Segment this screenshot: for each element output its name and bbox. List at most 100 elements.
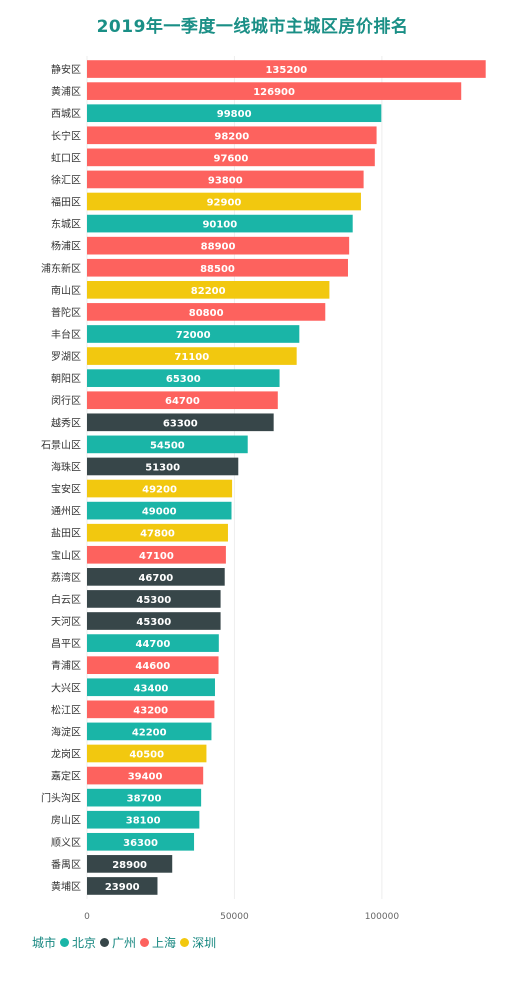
bar	[87, 82, 462, 100]
category-label: 番禺区	[51, 859, 81, 871]
bar	[87, 214, 353, 233]
bar-value-label: 93800	[208, 175, 243, 186]
bar-value-label: 43200	[133, 705, 168, 716]
bar	[87, 678, 215, 697]
bar-value-label: 97600	[214, 153, 249, 164]
category-label: 嘉定区	[51, 770, 81, 783]
category-label: 盐田区	[51, 527, 81, 540]
category-label: 福田区	[51, 196, 81, 209]
bar-value-label: 65300	[166, 374, 201, 385]
bar-value-label: 72000	[176, 330, 211, 341]
legend-item: 广州	[100, 934, 136, 951]
category-label: 房山区	[51, 814, 81, 827]
bar-value-label: 49000	[142, 507, 177, 518]
legend-label: 广州	[112, 936, 137, 950]
category-label: 罗湖区	[51, 351, 81, 363]
legend-item: 上海	[140, 934, 176, 951]
bar	[87, 170, 364, 189]
x-axis-ticks: 0 50000 100000	[84, 912, 399, 922]
bar-value-label: 135200	[265, 65, 307, 76]
bar-value-label: 42200	[132, 727, 167, 738]
bar	[87, 391, 278, 410]
bar	[87, 590, 221, 608]
bar	[87, 369, 280, 387]
bar-value-label: 90100	[202, 220, 237, 231]
bar	[87, 788, 202, 807]
legend-dot-icon	[140, 938, 150, 947]
category-label: 龙岗区	[51, 747, 81, 760]
category-label: 杨浦区	[51, 240, 81, 253]
bar	[87, 236, 350, 255]
category-label: 荔湾区	[51, 571, 81, 584]
category-label: 黄浦区	[51, 85, 81, 98]
bar-value-label: 38700	[127, 794, 162, 805]
legend-label: 北京	[72, 936, 97, 950]
bar-value-label: 88900	[201, 242, 236, 253]
bar-value-label: 36300	[123, 838, 158, 849]
bar-value-label: 99800	[217, 109, 252, 120]
category-label: 虹口区	[51, 152, 81, 164]
legend-dot-icon	[180, 938, 190, 947]
category-label: 长宁区	[51, 129, 81, 142]
bar-value-label: 63300	[163, 418, 198, 429]
bar-value-label: 47100	[139, 551, 174, 562]
bar	[87, 325, 300, 343]
category-label: 顺义区	[51, 837, 81, 849]
category-label: 浦东新区	[41, 262, 81, 275]
category-label: 静安区	[51, 63, 81, 76]
category-label: 黄埔区	[51, 880, 81, 893]
bar	[87, 303, 326, 321]
bar-value-label: 51300	[145, 462, 180, 473]
bar	[87, 700, 215, 719]
bar	[87, 855, 173, 873]
bar-value-label: 44700	[136, 639, 171, 650]
bar-value-label: 126900	[253, 87, 295, 98]
bar-value-label: 98200	[214, 131, 249, 142]
bar-value-label: 43400	[134, 683, 169, 694]
category-label: 昌平区	[51, 638, 81, 650]
legend-label: 上海	[152, 936, 177, 950]
bar	[87, 457, 239, 476]
bar	[87, 258, 348, 277]
bar	[87, 832, 195, 851]
bar	[87, 435, 248, 454]
legend-title: 城市	[32, 936, 57, 950]
bar	[87, 347, 297, 365]
legend-item: 北京	[60, 934, 96, 951]
bar	[87, 126, 377, 145]
bar	[87, 810, 200, 829]
category-label: 宝山区	[51, 549, 81, 562]
category-label: 青浦区	[51, 659, 81, 672]
legend: 城市 北京 广州 上海 深圳	[32, 934, 216, 951]
category-label: 白云区	[51, 593, 81, 606]
category-label: 南山区	[51, 284, 81, 297]
bar-value-label: 40500	[129, 749, 164, 760]
category-label: 朝阳区	[51, 373, 81, 385]
bar-value-label: 46700	[138, 573, 173, 584]
legend-dot-icon	[60, 938, 70, 947]
category-label: 宝安区	[51, 483, 81, 496]
bar	[87, 413, 274, 432]
bar-value-label: 45300	[136, 595, 171, 606]
bar	[87, 766, 204, 785]
category-label: 丰台区	[51, 328, 81, 341]
bar	[87, 60, 486, 78]
legend-label: 深圳	[192, 936, 217, 950]
category-label: 海珠区	[51, 460, 81, 473]
bar-value-label: 49200	[142, 485, 177, 496]
bar	[87, 148, 375, 167]
bar	[87, 280, 330, 299]
bar	[87, 656, 219, 675]
category-label: 天河区	[51, 616, 81, 628]
bar	[87, 877, 158, 895]
bar-value-label: 71100	[174, 352, 209, 363]
bar-value-label: 82200	[191, 286, 226, 297]
category-label: 松江区	[51, 703, 81, 716]
bar	[87, 634, 219, 652]
category-label: 徐汇区	[51, 173, 81, 186]
bar	[87, 104, 382, 123]
bar	[87, 568, 225, 586]
bar-value-label: 23900	[105, 882, 140, 893]
bar	[87, 192, 361, 211]
